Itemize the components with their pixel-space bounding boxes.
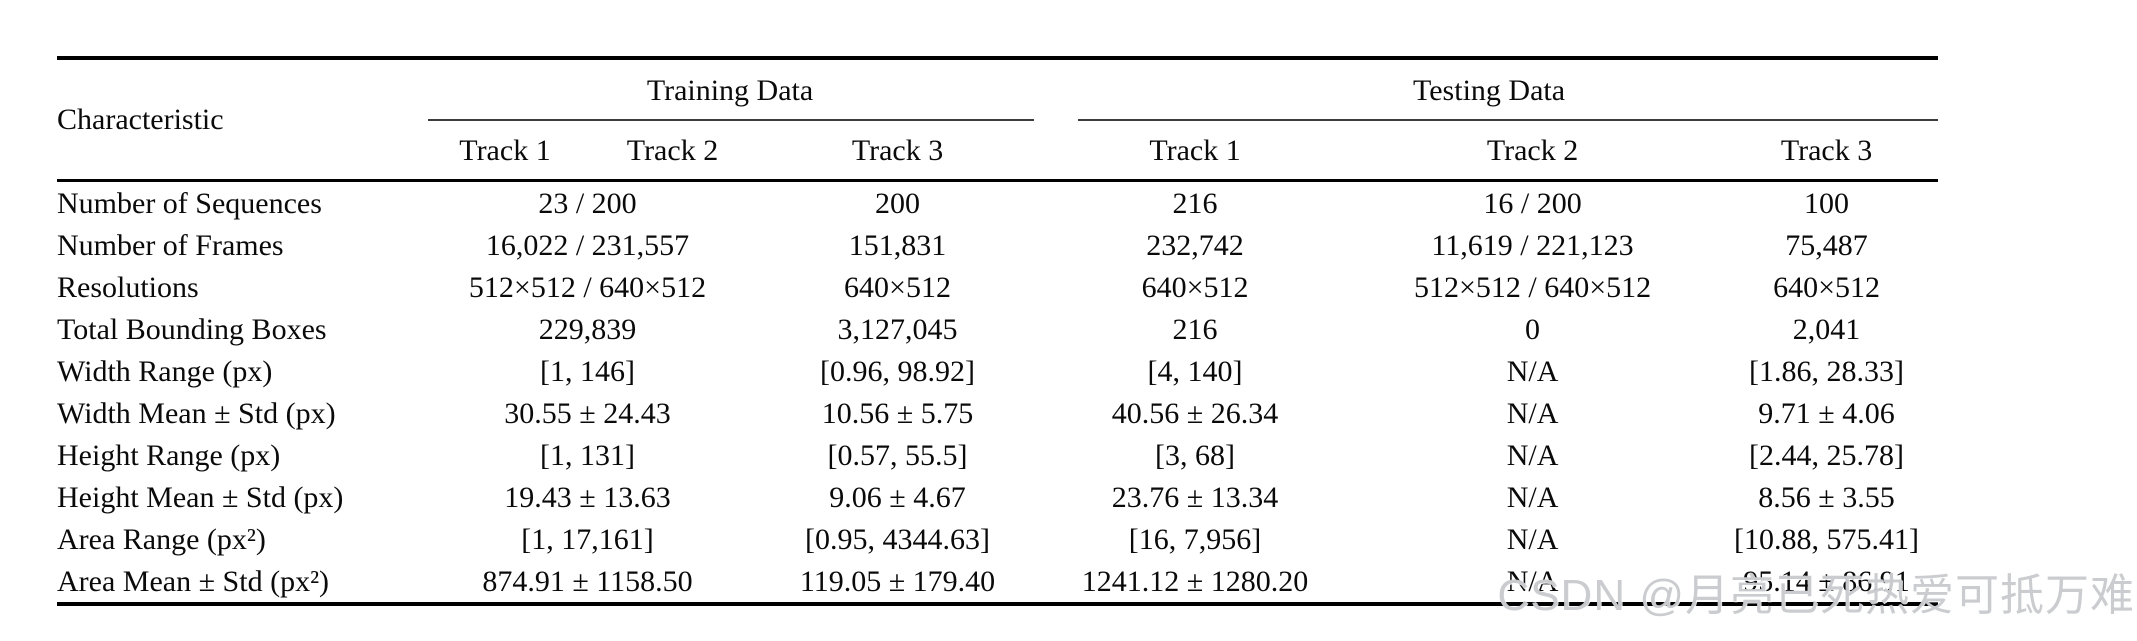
cell-testing-track2: 0 [1525,312,1541,346]
cell-training-track3: 151,831 [848,228,947,262]
cell-testing-track3: [10.88, 575.41] [1734,522,1920,556]
cell-training-track3: 3,127,045 [837,312,958,346]
column-header-characteristic: Characteristic [57,58,420,182]
cell-training-track3: 10.56 ± 5.75 [821,396,974,430]
cell-training-track3: 119.05 ± 179.40 [799,564,996,598]
cell-training-track1-2: [1, 131] [540,438,635,472]
column-header-training-track1: Track 1 [420,121,590,182]
group-header-row: Characteristic Training Data Testing Dat… [57,58,1939,182]
cell-training-track3: 640×512 [844,270,951,304]
row-label: Number of Frames [57,228,284,262]
cell-testing-track3: 9.71 ± 4.06 [1758,396,1895,430]
table-row-height-range: Height Range (px) [1, 131] [0.57, 55.5] … [57,434,1938,476]
cell-testing-track1: 40.56 ± 26.34 [1111,396,1279,430]
group-header-testing-data: Testing Data [1040,58,1939,121]
table-row-resolutions: Resolutions 512×512 / 640×512 640×512 64… [57,266,1938,308]
cell-testing-track3: 640×512 [1773,270,1880,304]
cell-testing-track3: [1.86, 28.33] [1749,354,1905,388]
column-header-training-track3: Track 3 [755,121,1041,182]
table-row-number-of-sequences: Number of Sequences 23 / 200 200 216 16 … [57,181,1938,225]
cell-training-track1-2: 16,022 / 231,557 [485,228,690,262]
cell-testing-track1: 216 [1172,312,1218,346]
column-header-training-track2: Track 2 [590,121,755,182]
row-label: Height Range (px) [57,438,281,472]
cell-training-track1-2: 229,839 [538,312,637,346]
cell-testing-track1: 216 [1172,186,1218,220]
cell-testing-track2: 11,619 / 221,123 [1431,228,1634,262]
cell-testing-track1: [4, 140] [1147,354,1243,388]
cell-training-track3: 200 [875,186,921,220]
cell-testing-track2: N/A [1506,480,1559,514]
cell-testing-track1: 232,742 [1146,228,1244,262]
cell-testing-track2: N/A [1506,564,1559,598]
table-row-total-bounding-boxes: Total Bounding Boxes 229,839 3,127,045 2… [57,308,1938,350]
row-label: Area Range (px²) [57,522,266,556]
group-header-training-label: Training Data [646,74,814,107]
row-label: Resolutions [57,270,199,304]
cell-testing-track2: 16 / 200 [1483,186,1582,220]
row-label: Width Range (px) [57,354,273,388]
row-label: Area Mean ± Std (px²) [57,564,330,598]
cell-testing-track1: [16, 7,956] [1128,522,1262,556]
cell-testing-track3: 2,041 [1792,312,1861,346]
cell-training-track3: [0.96, 98.92] [820,354,975,388]
cell-testing-track2: N/A [1506,438,1559,472]
cell-training-track1-2: [1, 17,161] [521,522,654,556]
dataset-statistics-table: Characteristic Training Data Testing Dat… [57,56,1939,606]
cell-training-track1-2: 512×512 / 640×512 [468,270,707,304]
table-row-area-range: Area Range (px²) [1, 17,161] [0.95, 4344… [57,518,1938,560]
column-header-testing-track3: Track 3 [1715,121,1939,182]
cell-testing-track3: 100 [1804,186,1850,220]
table-row-width-mean-std: Width Mean ± Std (px) 30.55 ± 24.43 10.5… [57,392,1938,434]
cell-testing-track2: N/A [1506,354,1559,388]
row-label: Total Bounding Boxes [57,312,327,346]
cell-testing-track3: 8.56 ± 3.55 [1758,480,1895,514]
cell-testing-track2: N/A [1506,396,1559,430]
cell-testing-track1: [3, 68] [1155,438,1236,472]
row-label: Number of Sequences [57,186,322,220]
cell-training-track1-2: 874.91 ± 1158.50 [482,564,693,598]
cell-training-track1-2: 30.55 ± 24.43 [504,396,671,430]
group-header-training-data: Training Data [420,58,1040,121]
testing-cmidrule [1078,119,1939,121]
column-header-testing-track1: Track 1 [1040,121,1351,182]
row-label: Width Mean ± Std (px) [57,396,336,430]
cell-training-track1-2: 23 / 200 [538,186,637,220]
cell-testing-track3: 95.14 ± 86.91 [1743,564,1910,598]
cell-testing-track1: 23.76 ± 13.34 [1111,480,1279,514]
cell-training-track3: [0.57, 55.5] [827,438,968,472]
cell-training-track3: [0.95, 4344.63] [805,522,990,556]
table-row-number-of-frames: Number of Frames 16,022 / 231,557 151,83… [57,224,1938,266]
cell-training-track3: 9.06 ± 4.67 [829,480,966,514]
row-label: Height Mean ± Std (px) [57,480,344,514]
column-header-testing-track2: Track 2 [1350,121,1716,182]
cell-testing-track3: 75,487 [1785,228,1868,262]
cell-testing-track2: 512×512 / 640×512 [1413,270,1652,304]
csdn-watermark: CSDN @月亮已死热爱可抵万难 [1497,571,2135,620]
table-row-area-mean-std: Area Mean ± Std (px²) 874.91 ± 1158.50 1… [57,560,1938,604]
cell-testing-track2: N/A [1506,522,1559,556]
cell-training-track1-2: [1, 146] [540,354,635,388]
cell-testing-track1: 640×512 [1141,270,1249,304]
cell-testing-track3: [2.44, 25.78] [1749,438,1905,472]
track-header-row: Track 1 Track 2 Track 3 Track 1 Track 2 … [57,121,1939,182]
cell-testing-track1: 1241.12 ± 1280.20 [1081,564,1309,598]
training-cmidrule [428,119,1035,121]
table-row-height-mean-std: Height Mean ± Std (px) 19.43 ± 13.63 9.0… [57,476,1938,518]
table-row-width-range: Width Range (px) [1, 146] [0.96, 98.92] … [57,350,1938,392]
cell-training-track1-2: 19.43 ± 13.63 [504,480,671,514]
group-header-testing-label: Testing Data [1413,74,1566,107]
